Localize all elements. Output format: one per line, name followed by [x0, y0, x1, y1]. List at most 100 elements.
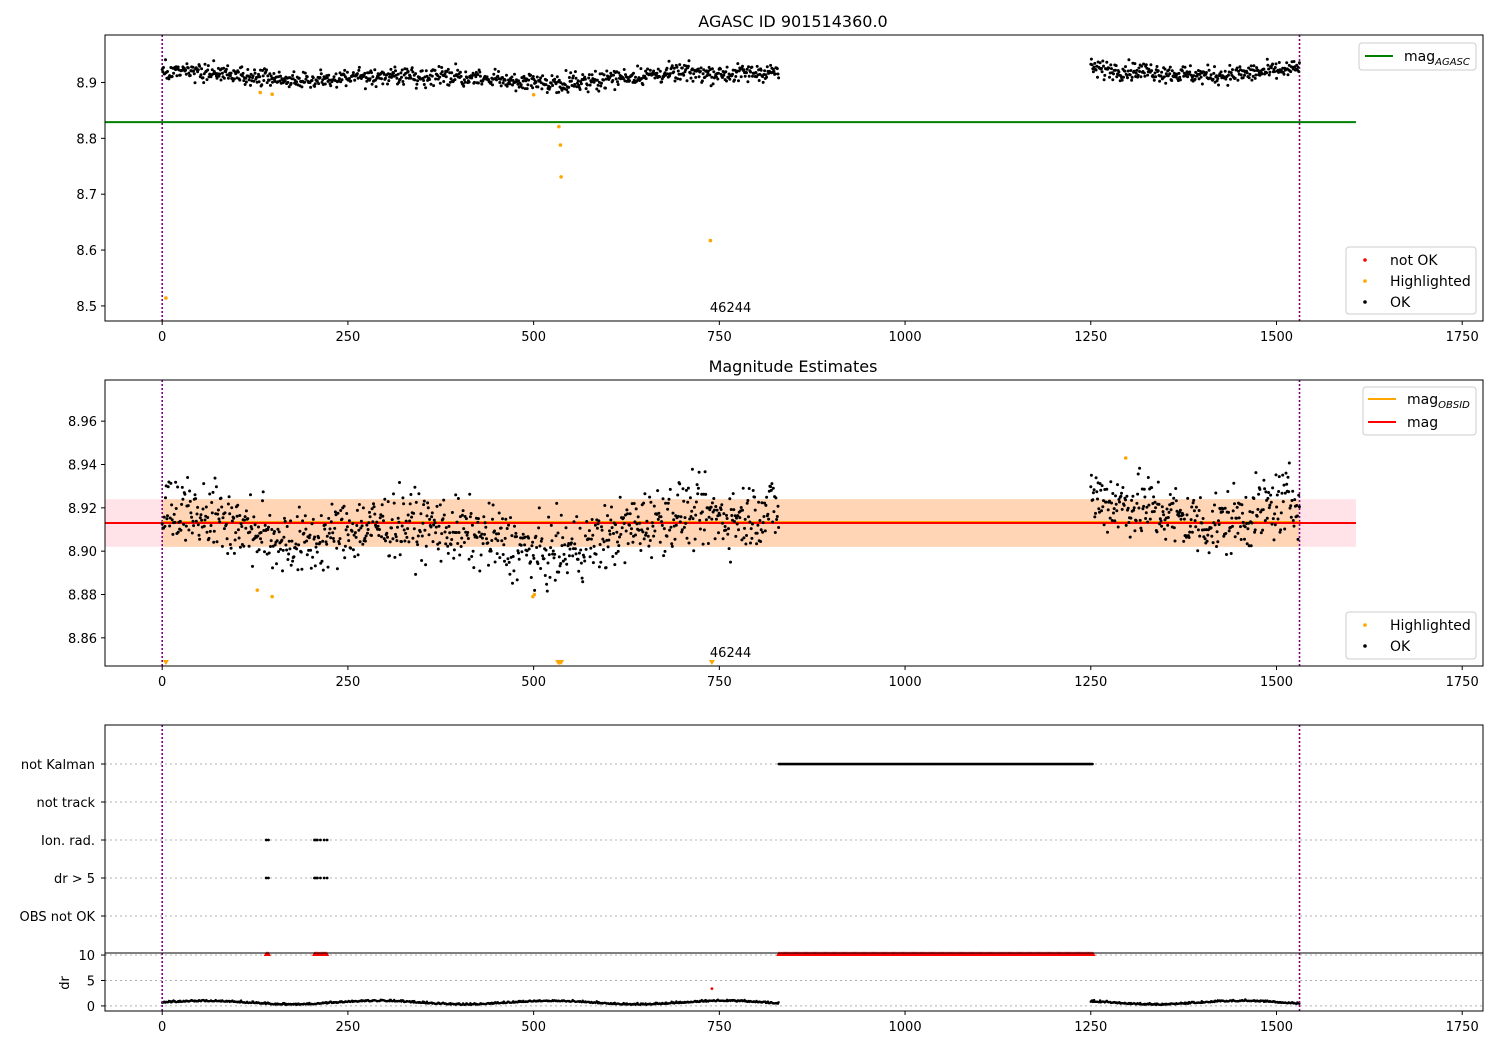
- ok-point: [1279, 511, 1283, 515]
- ok-point: [311, 517, 315, 521]
- ok-point: [440, 532, 444, 536]
- ok-point: [216, 512, 220, 516]
- ok-point: [521, 532, 525, 536]
- ok-point: [604, 566, 608, 570]
- ok-point: [1146, 476, 1150, 479]
- ok-point: [1112, 511, 1115, 515]
- ok-point: [591, 533, 595, 537]
- ok-point: [668, 72, 672, 76]
- ok-point: [724, 528, 728, 532]
- ok-point: [744, 542, 748, 546]
- ok-point: [763, 69, 767, 73]
- ok-point: [681, 487, 685, 491]
- ok-point: [575, 85, 579, 89]
- ok-point: [200, 518, 204, 522]
- ok-point: [1132, 508, 1136, 512]
- ok-point: [216, 66, 220, 70]
- ok-point: [1237, 516, 1241, 520]
- ok-point: [407, 540, 411, 544]
- ok-point: [729, 508, 733, 511]
- flag-point: [325, 838, 329, 842]
- y-tick-label: 8.92: [68, 502, 97, 517]
- ok-point: [340, 78, 344, 82]
- ok-point: [413, 78, 417, 82]
- ok-point: [622, 68, 626, 71]
- ok-point: [392, 492, 395, 496]
- ok-point: [599, 560, 603, 564]
- ok-point: [1127, 58, 1131, 62]
- ok-point: [1125, 494, 1129, 498]
- ok-point: [329, 536, 333, 540]
- ok-point: [244, 76, 248, 80]
- ok-point: [487, 501, 491, 505]
- ok-point: [567, 76, 571, 79]
- ok-point: [531, 540, 535, 544]
- ok-point: [536, 562, 540, 566]
- ok-point: [1206, 63, 1210, 67]
- ok-point: [329, 84, 333, 88]
- ok-point: [1197, 509, 1201, 512]
- ok-point: [1108, 75, 1111, 79]
- ok-point: [1182, 517, 1186, 521]
- ok-point: [449, 543, 453, 546]
- ok-point: [603, 504, 607, 507]
- x-tick-label: 250: [336, 330, 361, 345]
- ok-point: [520, 550, 524, 554]
- ok-point: [658, 540, 662, 544]
- ok-point: [1193, 519, 1197, 523]
- ok-point: [214, 485, 218, 489]
- ok-point: [746, 80, 750, 84]
- ok-point: [653, 529, 657, 533]
- ok-point: [234, 531, 238, 535]
- ok-point: [741, 486, 745, 490]
- ok-point: [1184, 535, 1188, 539]
- ok-point: [1233, 502, 1236, 506]
- ok-point: [721, 537, 725, 541]
- ok-point: [368, 77, 372, 81]
- ok-point: [1147, 503, 1151, 507]
- ok-point: [435, 504, 439, 508]
- ok-point: [610, 505, 613, 509]
- ok-point: [588, 555, 592, 559]
- flag-row-label: not Kalman: [21, 758, 95, 773]
- ok-point: [505, 73, 508, 77]
- ok-point: [1104, 500, 1108, 504]
- ok-point: [764, 73, 768, 77]
- ok-point: [1136, 472, 1140, 476]
- ok-point: [687, 59, 691, 63]
- ok-point: [323, 82, 327, 86]
- ok-point: [1164, 81, 1168, 85]
- ok-point: [687, 541, 691, 545]
- ok-point: [251, 74, 255, 78]
- ok-point: [715, 508, 719, 512]
- ok-point: [696, 486, 700, 490]
- ok-point: [1213, 65, 1216, 69]
- ok-point: [398, 481, 401, 484]
- ok-point: [286, 80, 290, 84]
- ok-point: [198, 64, 202, 68]
- ok-point: [168, 524, 172, 528]
- ok-point: [745, 67, 749, 71]
- ok-point: [405, 535, 409, 539]
- ok-point: [187, 71, 191, 75]
- ok-point: [452, 548, 456, 552]
- ok-point: [777, 76, 781, 80]
- ok-point: [315, 79, 319, 83]
- ok-point: [616, 83, 620, 86]
- ok-point: [549, 546, 553, 550]
- ok-point: [682, 525, 686, 529]
- ok-point: [394, 532, 397, 536]
- ok-point: [1089, 485, 1093, 489]
- ok-point: [753, 508, 757, 512]
- ok-point: [447, 524, 451, 528]
- ok-point: [483, 521, 487, 525]
- ok-point: [743, 526, 746, 530]
- ok-point: [706, 506, 710, 510]
- ok-point: [417, 492, 421, 496]
- legend-dot-swatch: [1363, 258, 1367, 262]
- agasc-annotation: 46244: [710, 301, 751, 316]
- ok-point: [767, 517, 771, 521]
- ok-point: [1172, 526, 1176, 530]
- ok-point: [613, 563, 617, 567]
- ok-point: [530, 544, 534, 548]
